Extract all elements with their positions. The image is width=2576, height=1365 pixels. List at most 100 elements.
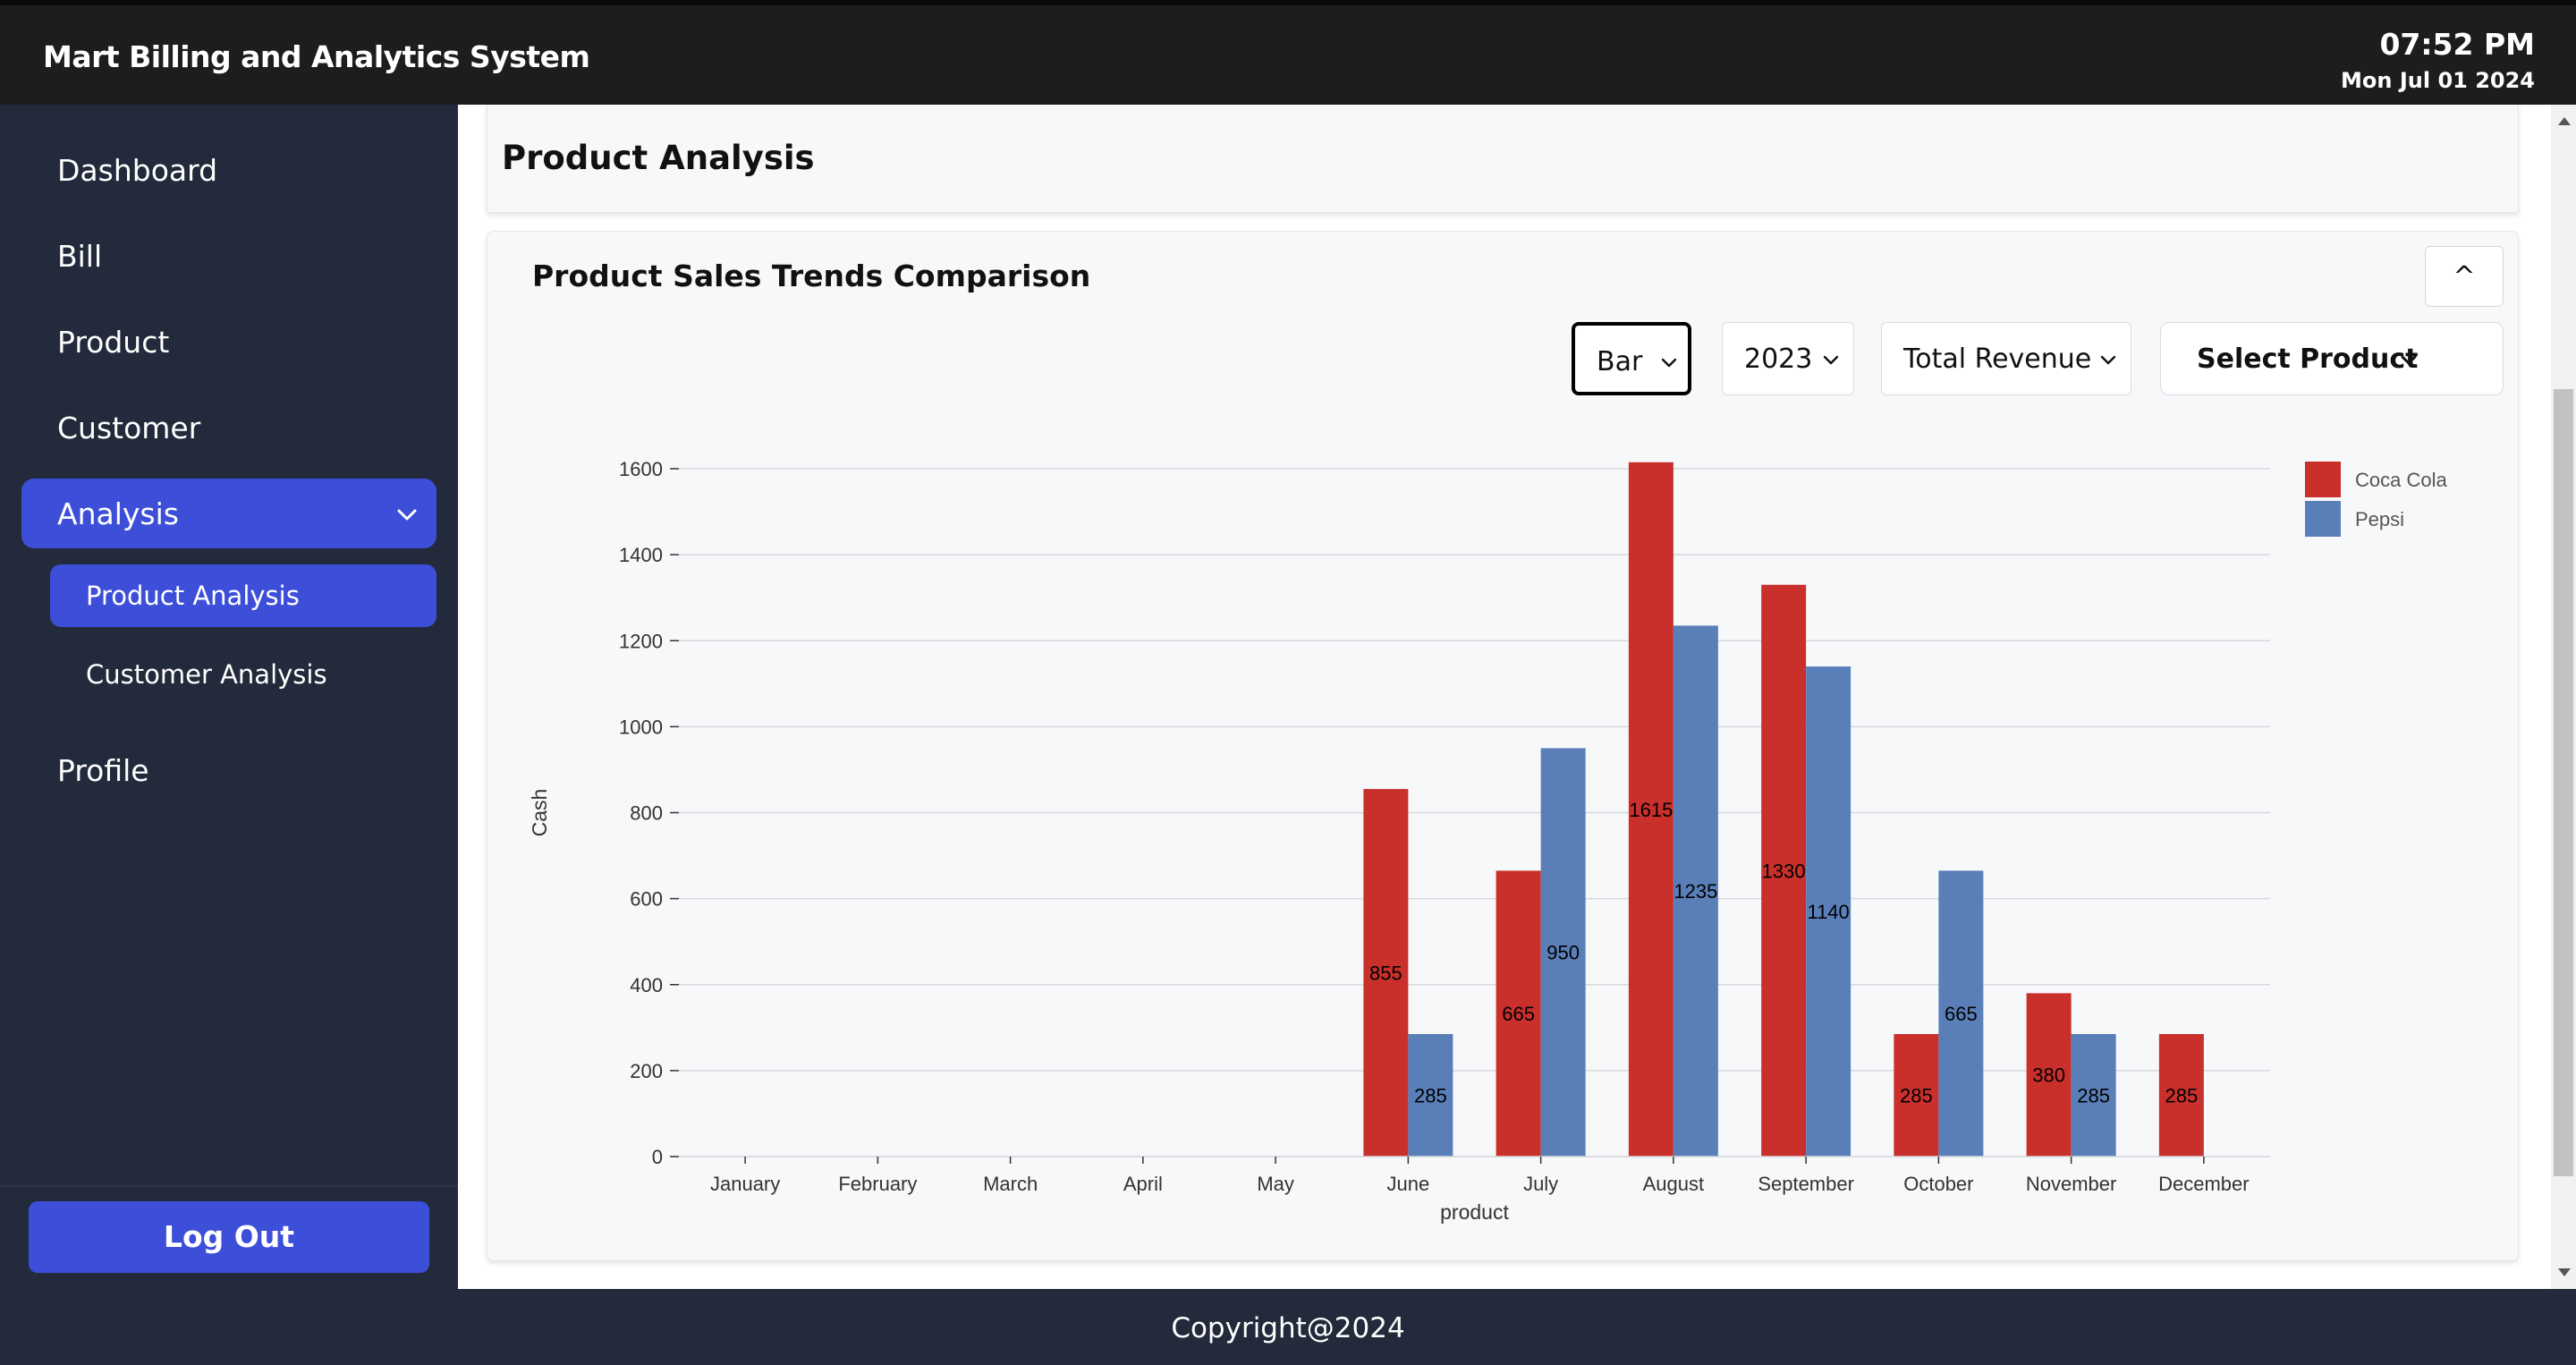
x-tick-label: August: [1643, 1173, 1705, 1195]
bar-value-label: 665: [1502, 1003, 1535, 1025]
legend-label: Pepsi: [2355, 508, 2404, 530]
x-tick-label: November: [2026, 1173, 2116, 1195]
page-header-card: Product Analysis: [487, 105, 2519, 213]
bar-coca-cola: [1363, 789, 1409, 1157]
sidebar-item-bill[interactable]: Bill: [21, 221, 436, 291]
x-tick-label: April: [1123, 1173, 1163, 1195]
sidebar-item-label: Customer: [57, 411, 201, 445]
sidebar-item-product[interactable]: Product: [21, 307, 436, 377]
sidebar-subitem-label: Customer Analysis: [86, 659, 327, 690]
legend-label: Coca Cola: [2355, 469, 2447, 491]
metric-select[interactable]: Total Revenue: [1881, 322, 2131, 395]
chart-type-select[interactable]: Bar: [1572, 322, 1691, 395]
chevron-down-icon: [397, 509, 417, 521]
scroll-up-icon[interactable]: [2558, 117, 2571, 125]
scroll-thumb[interactable]: [2554, 389, 2573, 1176]
sidebar: Dashboard Bill Product Customer Analysis…: [0, 105, 458, 1289]
sidebar-item-analysis[interactable]: Analysis: [21, 479, 436, 548]
bar-value-label: 285: [1900, 1085, 1933, 1107]
year-select[interactable]: 2023: [1722, 322, 1854, 395]
bar-value-label: 1140: [1807, 901, 1849, 923]
x-tick-label: October: [1903, 1173, 1973, 1195]
app-title: Mart Billing and Analytics System: [43, 39, 590, 74]
bar-coca-cola: [1628, 462, 1674, 1157]
y-tick-label: 800: [630, 802, 663, 825]
sidebar-subitem-label: Product Analysis: [86, 581, 300, 611]
x-tick-label: June: [1387, 1173, 1430, 1195]
bar-coca-cola: [1496, 870, 1541, 1157]
sidebar-subitem-customer-analysis[interactable]: Customer Analysis: [50, 643, 436, 706]
legend-swatch: [2305, 501, 2341, 537]
x-tick-label: January: [710, 1173, 780, 1195]
page-scrollbar[interactable]: [2551, 105, 2576, 1289]
bar-value-label: 950: [1546, 942, 1580, 964]
chevron-down-icon: [2401, 355, 2417, 365]
chevron-down-icon: [2100, 355, 2116, 365]
sidebar-item-label: Profile: [57, 753, 149, 788]
y-tick-label: 1600: [619, 458, 663, 480]
sidebar-item-profile[interactable]: Profile: [21, 735, 436, 805]
sidebar-divider: [0, 1185, 458, 1187]
bar-value-label: 665: [1945, 1003, 1978, 1025]
x-tick-label: December: [2158, 1173, 2249, 1195]
y-tick-label: 600: [630, 888, 663, 911]
bar-pepsi: [1938, 870, 1984, 1157]
y-tick-label: 0: [652, 1146, 663, 1168]
bar-value-label: 855: [1369, 962, 1402, 985]
sidebar-subitem-product-analysis[interactable]: Product Analysis: [50, 564, 436, 627]
bar-coca-cola: [2026, 993, 2072, 1157]
y-tick-label: 200: [630, 1060, 663, 1082]
metric-value: Total Revenue: [1903, 343, 2092, 375]
sidebar-item-label: Analysis: [57, 496, 179, 531]
sidebar-item-label: Product: [57, 325, 170, 360]
bar-pepsi: [2071, 1034, 2116, 1157]
clock-time: 07:52 PM: [2379, 27, 2535, 62]
bar-value-label: 285: [1414, 1085, 1447, 1107]
chevron-down-icon: [1661, 358, 1677, 368]
y-tick-label: 1000: [619, 716, 663, 738]
sidebar-item-dashboard[interactable]: Dashboard: [21, 135, 436, 205]
legend-swatch: [2305, 462, 2341, 497]
sales-trends-panel: Product Sales Trends Comparison ^ Bar 20…: [487, 231, 2519, 1261]
collapse-button[interactable]: ^: [2425, 246, 2504, 307]
clock-date: Mon Jul 01 2024: [2341, 68, 2535, 93]
sidebar-item-label: Dashboard: [57, 153, 218, 188]
panel-title: Product Sales Trends Comparison: [532, 259, 1091, 293]
chart-type-value: Bar: [1597, 346, 1643, 377]
bar-value-label: 380: [2032, 1064, 2065, 1087]
y-axis-title: Cash: [528, 789, 551, 837]
x-tick-label: March: [983, 1173, 1038, 1195]
footer: Copyright@2024: [0, 1289, 2576, 1365]
chevron-down-icon: [1823, 355, 1839, 365]
year-value: 2023: [1744, 343, 1813, 375]
page-title: Product Analysis: [502, 139, 815, 177]
bar-coca-cola: [1894, 1034, 1939, 1157]
sidebar-item-label: Bill: [57, 239, 103, 274]
x-axis-title: product: [1440, 1200, 1509, 1224]
sidebar-item-customer[interactable]: Customer: [21, 393, 436, 462]
bar-coca-cola: [2158, 1034, 2204, 1157]
bar-coca-cola: [1761, 584, 1807, 1157]
bar-pepsi: [1408, 1034, 1453, 1157]
x-tick-label: July: [1523, 1173, 1558, 1195]
top-bar: Mart Billing and Analytics System 07:52 …: [0, 0, 2576, 105]
x-tick-label: May: [1257, 1173, 1294, 1195]
sales-bar-chart: 0 200 400 600 800 1000 1200 1400 1600 855 665 1615 1…: [528, 458, 2447, 1224]
y-tick-label: 400: [630, 974, 663, 996]
bar-value-label: 285: [2077, 1085, 2110, 1107]
bar-pepsi: [1806, 666, 1852, 1157]
scroll-down-icon[interactable]: [2558, 1268, 2571, 1276]
product-select-value: Select Product: [2197, 343, 2419, 375]
copyright-text: Copyright@2024: [1171, 1312, 1405, 1344]
logout-button[interactable]: Log Out: [29, 1201, 429, 1273]
product-select[interactable]: Select Product: [2160, 322, 2504, 395]
x-tick-label: September: [1758, 1173, 1854, 1195]
bar-value-label: 285: [2165, 1085, 2199, 1107]
bar-pepsi: [1540, 748, 1586, 1157]
y-tick-label: 1200: [619, 630, 663, 652]
x-tick-label: February: [838, 1173, 917, 1195]
bar-value-label: 1330: [1762, 860, 1806, 882]
bar-value-label: 1235: [1674, 880, 1717, 903]
bar-pepsi: [1673, 625, 1718, 1157]
y-tick-label: 1400: [619, 544, 663, 566]
